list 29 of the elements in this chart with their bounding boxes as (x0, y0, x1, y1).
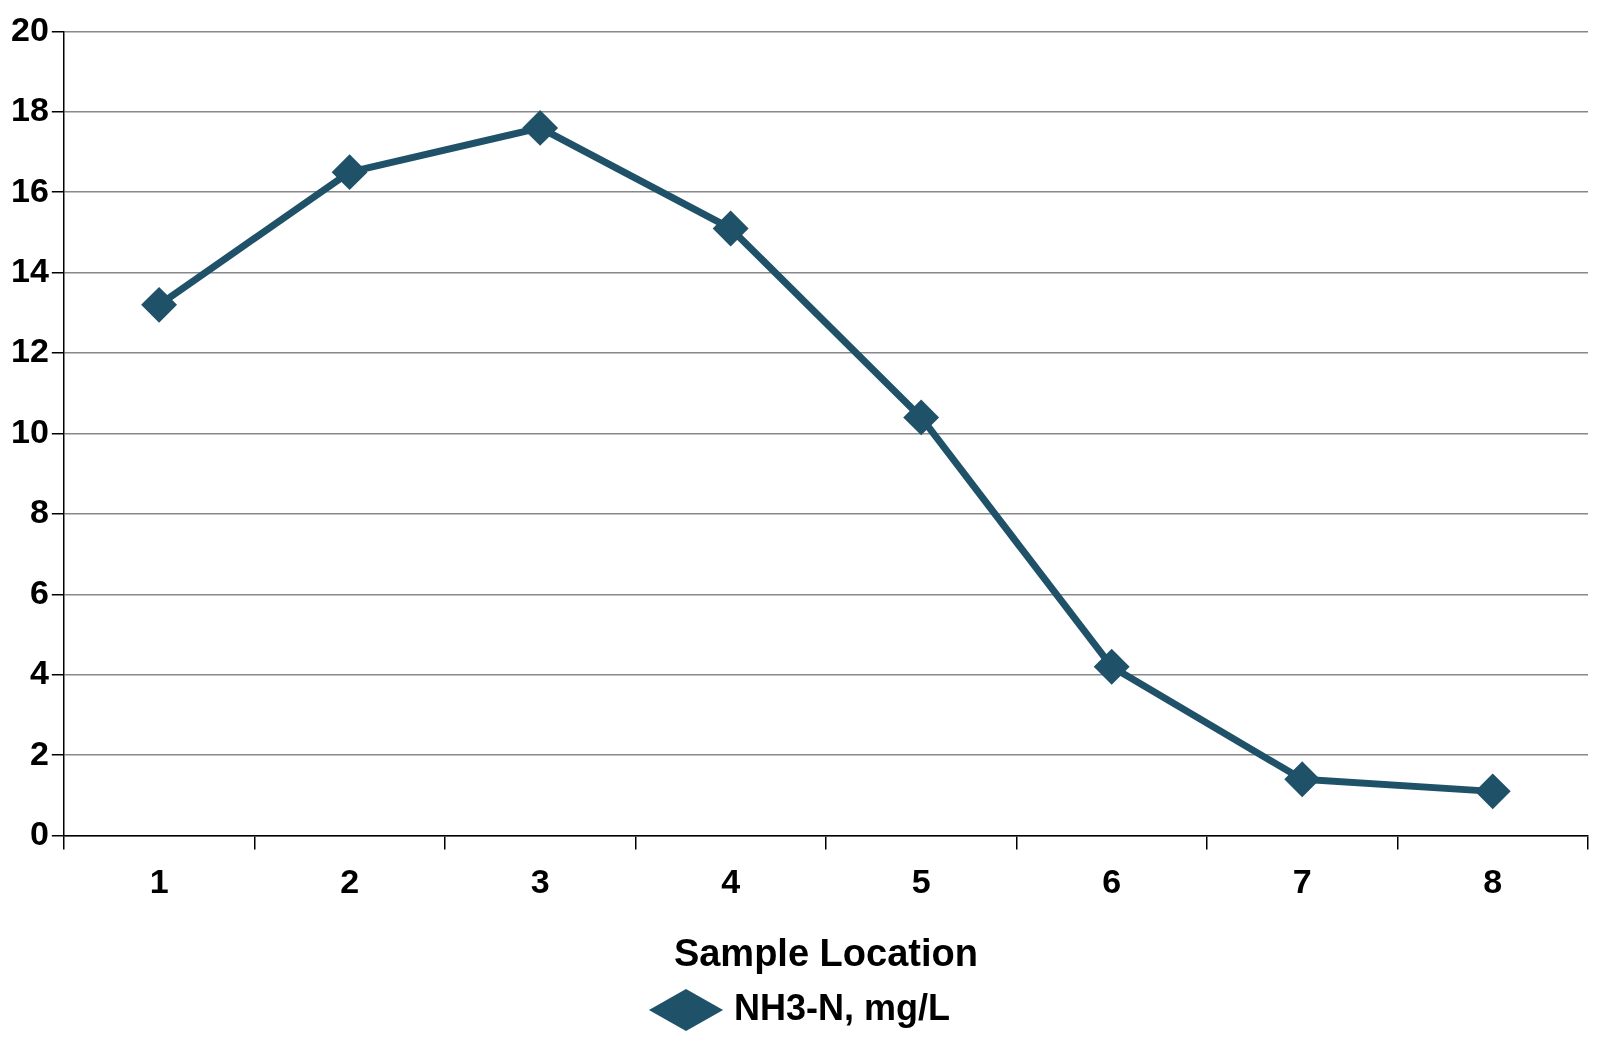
y-tick-label: 6 (29, 572, 49, 611)
y-tick-label: 12 (10, 331, 49, 370)
x-tick-label: 4 (721, 862, 741, 901)
point (1285, 762, 1319, 796)
point (904, 400, 938, 434)
y-tick-label: 4 (29, 653, 49, 692)
y-tick-label: 0 (29, 813, 49, 852)
y-tick-label: 20 (10, 9, 49, 48)
legend-label: NH3-N, mg/L (734, 986, 950, 1028)
point (333, 155, 367, 189)
x-tick-label: 7 (1292, 862, 1312, 901)
y-tick-label: 2 (29, 733, 49, 772)
point (714, 211, 748, 245)
x-tick-label: 3 (530, 862, 550, 901)
x-axis-title: Sample Location (673, 931, 978, 974)
x-tick-label: 1 (149, 862, 169, 901)
x-tick-label: 6 (1102, 862, 1122, 901)
y-tick-label: 10 (10, 411, 49, 450)
point (1095, 650, 1129, 684)
x-tick-label: 5 (911, 862, 931, 901)
y-tick-label: 18 (10, 90, 49, 129)
point (1476, 774, 1510, 808)
x-tick-label: 8 (1483, 862, 1503, 901)
y-tick-label: 8 (29, 492, 49, 531)
point (142, 288, 176, 322)
point (523, 111, 557, 145)
x-tick-label: 2 (340, 862, 360, 901)
y-tick-label: 16 (10, 170, 49, 209)
y-tick-label: 14 (10, 251, 49, 290)
